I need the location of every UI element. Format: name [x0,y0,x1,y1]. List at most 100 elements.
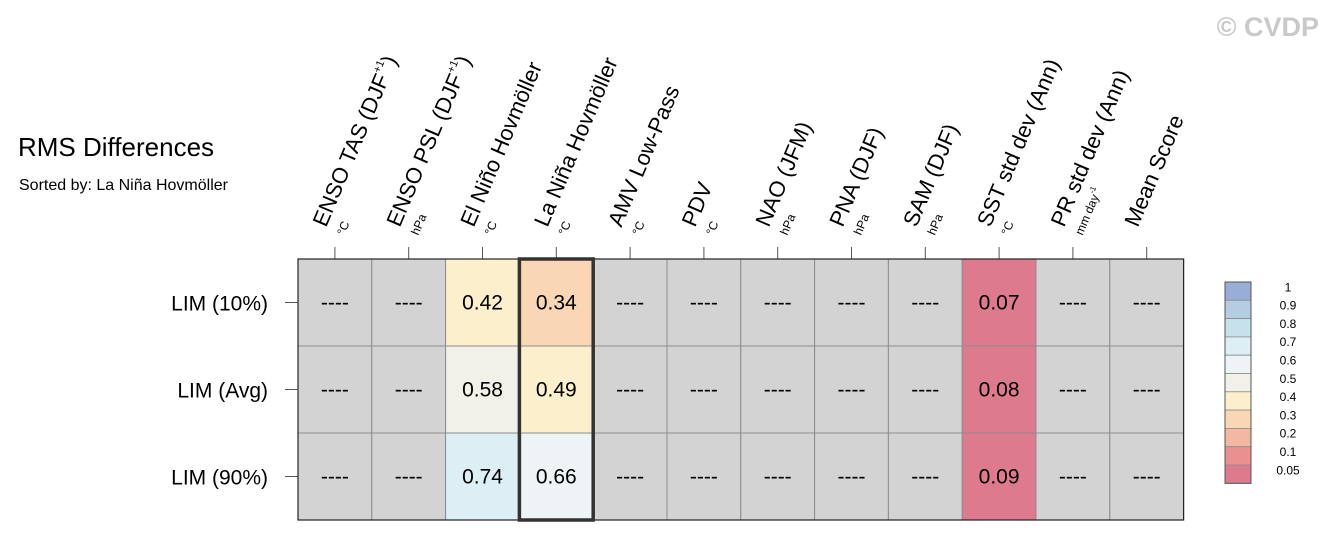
column-unit: °C [629,219,647,237]
colorbar-border [1224,281,1252,484]
column-unit: °C [482,219,500,237]
colorbar-label: 0.7 [1280,335,1297,349]
unit-text: °C [334,219,352,237]
cell-value-label: ---- [911,466,939,489]
column-labels: ENSO TAS (DJF+1)°C ENSO PSL (DJF+1)hPa El … [308,52,1189,259]
colorbar-swatch [1224,409,1252,429]
column-unit: hPa [408,212,429,237]
column-label-text: Mean Score [1119,111,1188,230]
cell-value-label: ---- [395,466,423,489]
unit-superscript: -1 [1087,184,1098,195]
colorbar-label: 0.3 [1280,408,1297,422]
chart-subtitle: Sorted by: La Niña Hovmöller [19,177,229,194]
colorbar-swatch [1224,336,1252,356]
cell-value-label: ---- [690,292,718,315]
column-superscript: +1 [445,59,461,75]
colorbar-label: 0.9 [1280,299,1297,313]
unit-text: °C [703,219,721,237]
cell-value-label: ---- [321,466,349,489]
heatmap-cell [1109,258,1185,347]
heatmap-cell [814,432,889,521]
column-name: ENSO PSL (DJF [381,70,468,230]
row-labels: LIM (10%) LIM (Avg) LIM (90%) [171,293,298,490]
column-name: Mean Score [1119,111,1188,230]
column-label-text: SST std dev (Ann) [972,55,1065,230]
row-label: LIM (Avg) [177,380,268,403]
cell-value-label: 0.58 [462,379,503,402]
sorted-column-highlight [517,257,595,522]
column-unit: °C [703,219,721,237]
colorbar-swatch [1224,354,1252,374]
cell-value-label: ---- [1133,292,1161,315]
column-unit: hPa [925,212,946,237]
column-label: PNA (DJF)hPa [824,123,888,237]
colorbar-swatch [1224,318,1252,338]
heatmap-cell [518,345,594,434]
heatmap-cell [371,345,447,434]
cell-value-label: ---- [321,379,349,402]
column-unit: hPa [851,212,872,237]
colorbar-label: 0.8 [1280,317,1297,331]
row-label: LIM (10%) [171,293,268,316]
column-label-text: NAO (JFM) [750,118,816,230]
heatmap-cell [961,258,1037,347]
column-name: ENSO TAS (DJF [308,70,395,230]
column-unit: °C [334,219,352,237]
cell-value-label: ---- [616,466,644,489]
heatmap-cell [1109,432,1185,521]
cell-value-label: ---- [1133,466,1161,489]
column-name: NAO (JFM) [750,118,816,230]
chart-title: RMS Differences [18,132,214,162]
cell-value-label: ---- [690,379,718,402]
heatmap-cell [961,345,1037,434]
heatmap-cell [1035,432,1111,521]
colorbar-swatch [1224,281,1252,301]
heatmap-cell [887,432,963,521]
column-label-text: La Niña Hovmöller [529,54,623,230]
colorbar-swatch [1224,373,1252,393]
cell-value-label: ---- [616,379,644,402]
cell-value-label: ---- [395,292,423,315]
cell-value-label: ---- [911,292,939,315]
column-name: PNA (DJF) [824,123,888,230]
column-unit: °C [556,219,574,237]
cell-value-label: 0.66 [536,466,577,489]
colorbar-swatch [1224,446,1252,466]
cell-value-label: ---- [321,292,349,315]
cell-value-label: ---- [1059,379,1087,402]
column-name: SST std dev (Ann) [972,55,1065,230]
cell-value-label: 0.07 [979,292,1020,315]
heatmap-cell [1109,345,1185,434]
colorbar-label: 0.2 [1280,427,1297,441]
column-label-text: PNA (DJF) [824,123,888,230]
unit-text: °C [998,219,1016,237]
column-label-text: AMV Low-Pass [603,82,685,230]
colorbar-swatch [1224,299,1252,319]
heatmap-cell [518,432,594,521]
colorbar-swatch [1224,391,1252,411]
heatmap-cells: ---- ---- 0.42 0.34 ---- ---- ---- ---- ---- 0.07… [297,257,1185,522]
unit-text: °C [482,219,500,237]
colorbar-label: 1 [1285,280,1292,294]
heatmap-cell [961,432,1037,521]
heatmap-cell [518,258,594,347]
cell-value-label: ---- [1059,292,1087,315]
unit-text: hPa [777,212,798,237]
heatmap-cell [740,345,816,434]
cell-value-label: 0.74 [462,466,503,489]
cell-value-label: ---- [1133,379,1161,402]
unit-text: °C [629,219,647,237]
cell-value-label: ---- [395,379,423,402]
column-label: Mean Score [1119,111,1188,230]
heatmap-cell [740,258,816,347]
column-label-text: SAM (DJF) [898,120,964,230]
colorbar-label: 0.4 [1280,390,1297,404]
cell-value-label: ---- [911,379,939,402]
colorbar-swatch [1224,464,1252,484]
cell-value-label: ---- [764,292,792,315]
cell-value-label: 0.42 [462,292,503,315]
heatmap-cell [1035,345,1111,434]
row-label: LIM (90%) [171,467,268,490]
unit-text: hPa [851,212,872,237]
